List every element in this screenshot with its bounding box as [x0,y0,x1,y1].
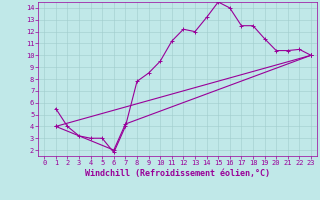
X-axis label: Windchill (Refroidissement éolien,°C): Windchill (Refroidissement éolien,°C) [85,169,270,178]
